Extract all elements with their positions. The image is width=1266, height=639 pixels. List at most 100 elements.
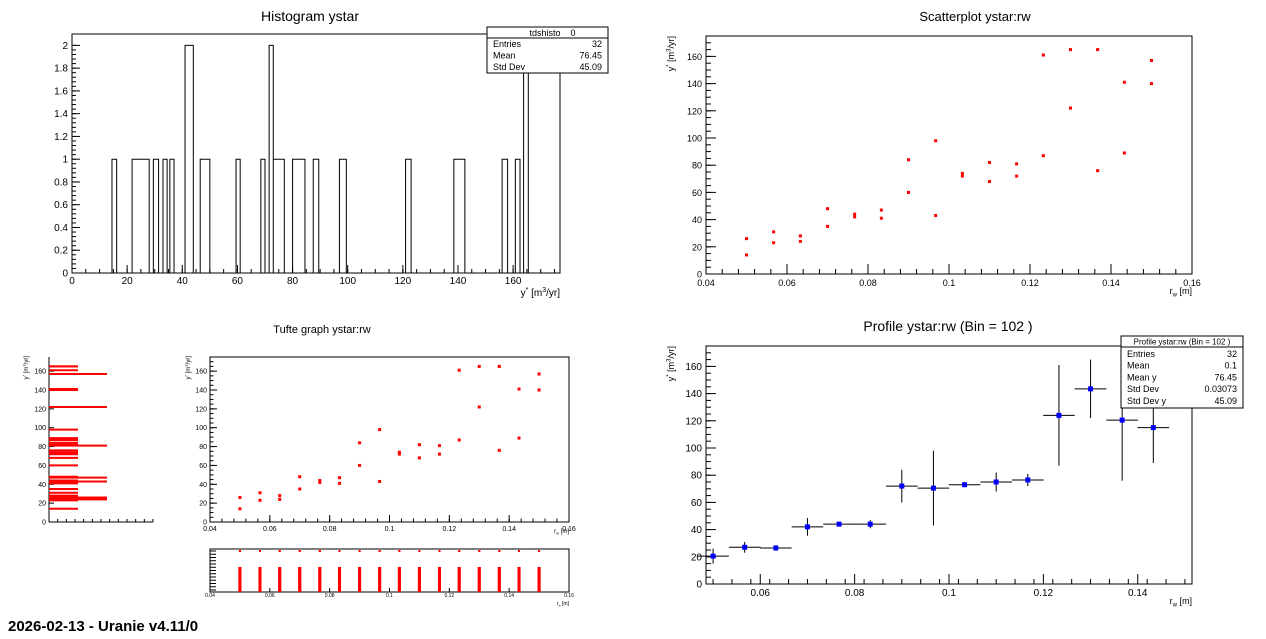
scatter-point bbox=[772, 241, 776, 245]
tufte-bottom-xtick-label: 0.08 bbox=[325, 593, 335, 599]
tufte-point bbox=[338, 481, 342, 485]
tufte-frame bbox=[209, 356, 570, 523]
scatter-point bbox=[1069, 106, 1072, 110]
scatter-ytick-label: 160 bbox=[687, 52, 702, 62]
profile-point bbox=[836, 521, 842, 527]
profile-point bbox=[962, 482, 968, 488]
tufte-bottom-xtick-label: 0.04 bbox=[205, 593, 215, 599]
profile-point bbox=[899, 483, 905, 489]
scatter-point bbox=[988, 180, 991, 184]
scatter-point bbox=[1150, 82, 1153, 86]
histogram-stats-label: Std Dev bbox=[493, 62, 526, 72]
histogram-ytick-label: 1.4 bbox=[54, 109, 68, 120]
scatter-xtick-label: 0.1 bbox=[943, 278, 956, 288]
tufte-point bbox=[437, 444, 441, 448]
tufte-left-ytick-label: 120 bbox=[34, 406, 46, 413]
scatter-xtick-label: 0.14 bbox=[1102, 278, 1120, 288]
tufte-xtick-label: 0.08 bbox=[323, 526, 337, 533]
scatter-point bbox=[1096, 48, 1100, 52]
profile-point bbox=[867, 521, 873, 527]
tufte-bottom-tick bbox=[258, 550, 261, 552]
scatter-ytick-label: 120 bbox=[687, 106, 702, 116]
scatter-point bbox=[960, 174, 964, 178]
tufte-left-ylabel: y* [m3/yr] bbox=[22, 356, 30, 380]
tufte-ytick-label: 140 bbox=[195, 388, 207, 395]
tufte-point bbox=[517, 436, 521, 440]
tufte-point bbox=[457, 368, 461, 372]
tufte-point bbox=[278, 494, 282, 498]
scatter-point bbox=[745, 253, 748, 257]
histogram-xtick-label: 80 bbox=[287, 276, 299, 287]
scatter-xtick-label: 0.12 bbox=[1021, 278, 1039, 288]
tufte-xtick-label: 0.16 bbox=[562, 526, 576, 533]
profile-ytick-label: 60 bbox=[691, 498, 703, 509]
scatter-ytick-label: 0 bbox=[697, 270, 702, 280]
histogram-bars bbox=[111, 44, 561, 273]
tufte-point bbox=[497, 364, 501, 368]
tufte-ytick-label: 20 bbox=[199, 501, 207, 508]
scatter-point bbox=[1015, 162, 1019, 166]
profile-point bbox=[773, 545, 779, 551]
tufte-point bbox=[238, 495, 242, 499]
tufte-left-ytick-label: 40 bbox=[38, 482, 46, 489]
histogram-xtick-label: 140 bbox=[450, 276, 467, 287]
scatter-point bbox=[772, 230, 776, 234]
histogram-ytick-label: 2 bbox=[62, 41, 68, 52]
scatter-point bbox=[826, 224, 829, 228]
tufte-point bbox=[397, 452, 401, 456]
profile-xtick-label: 0.14 bbox=[1128, 588, 1148, 599]
scatter-ytick-label: 60 bbox=[692, 188, 702, 198]
tufte-point bbox=[378, 428, 382, 432]
profile-stats-label: Entries bbox=[1127, 349, 1156, 359]
tufte-bottom-tick bbox=[238, 550, 241, 552]
tufte-bottom-tick bbox=[438, 550, 441, 552]
tufte-point bbox=[258, 491, 262, 495]
profile-ytick-label: 40 bbox=[691, 525, 703, 536]
histogram-ytick-label: 0.6 bbox=[54, 200, 68, 211]
profile-ytick-label: 0 bbox=[696, 580, 702, 591]
tufte-ytick-label: 160 bbox=[195, 369, 207, 376]
profile-point bbox=[1056, 412, 1062, 418]
tufte-point bbox=[358, 441, 362, 445]
histogram-stats-label: Mean bbox=[493, 51, 516, 61]
tufte-bottom-tick bbox=[378, 550, 381, 552]
tufte-xtick-label: 0.06 bbox=[263, 526, 277, 533]
histogram-ytick-label: 0.8 bbox=[54, 177, 68, 188]
scatter-point bbox=[1015, 174, 1019, 178]
scatter-point bbox=[798, 234, 802, 238]
scatter-ytick-label: 140 bbox=[687, 79, 702, 89]
scatter-point bbox=[879, 216, 883, 220]
profile-point bbox=[710, 553, 716, 559]
profile-stats-box bbox=[1120, 335, 1244, 409]
tufte-bottom-tick bbox=[498, 550, 501, 552]
scatter-point bbox=[907, 190, 910, 194]
scatter-point bbox=[988, 160, 991, 164]
scatter-point bbox=[934, 139, 938, 143]
tufte-bottom-xtick-label: 0.12 bbox=[444, 593, 454, 599]
profile-stats-label: Std Dev y bbox=[1127, 396, 1167, 406]
scatter-ytick-label: 20 bbox=[692, 242, 702, 252]
profile-stats-value: 76.45 bbox=[1214, 372, 1237, 382]
tufte-point bbox=[477, 364, 481, 368]
tufte-xlabel: rw [m] bbox=[554, 529, 569, 536]
histogram-stats-value: 76.45 bbox=[579, 51, 602, 61]
scatter-point bbox=[1122, 151, 1126, 155]
histogram-ytick-label: 0.4 bbox=[54, 223, 68, 234]
histogram-stats-box bbox=[486, 26, 609, 74]
profile-ytick-label: 120 bbox=[685, 416, 702, 427]
tufte-bottom-tick bbox=[458, 550, 461, 552]
profile-ytick-label: 20 bbox=[691, 552, 703, 563]
profile-stats-label: Std Dev bbox=[1127, 384, 1160, 394]
profile-xtick-label: 0.06 bbox=[751, 588, 771, 599]
footer-label: 2026-02-13 - Uranie v4.11/0 bbox=[8, 618, 199, 635]
tufte-point bbox=[238, 507, 242, 511]
tufte-point bbox=[318, 480, 322, 484]
profile-stats-value: 0.1 bbox=[1224, 361, 1237, 371]
tufte-ytick-label: 40 bbox=[199, 482, 207, 489]
profile-point bbox=[804, 524, 810, 530]
tufte-bottom-tick bbox=[398, 550, 401, 552]
scatter-title: Scatterplot ystar:rw bbox=[919, 9, 1031, 24]
tufte-ytick-label: 80 bbox=[199, 444, 207, 451]
tufte-left-ytick-label: 20 bbox=[38, 501, 46, 508]
scatter-xtick-label: 0.16 bbox=[1183, 278, 1201, 288]
